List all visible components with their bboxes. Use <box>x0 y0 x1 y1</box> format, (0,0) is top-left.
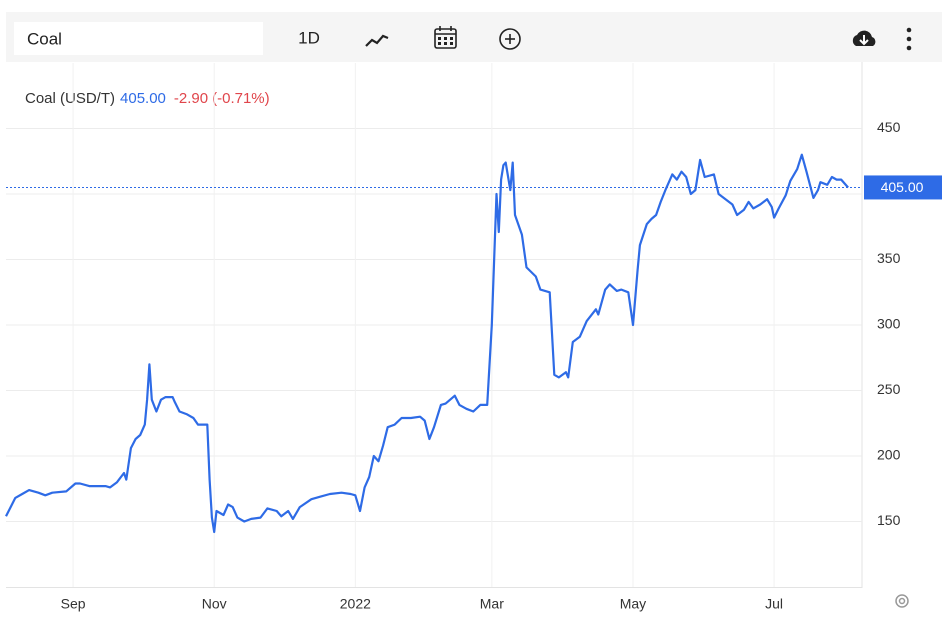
y-tick-label: 350 <box>877 250 901 266</box>
legend: Coal (USD/T) 405.00 -2.90 (-0.71%) <box>25 90 270 107</box>
legend-label: Coal (USD/T) <box>25 90 115 107</box>
price-line <box>5 153 849 534</box>
symbol-input[interactable] <box>14 22 263 55</box>
chart-type-button[interactable] <box>365 34 389 47</box>
y-tick-label: 450 <box>877 119 901 135</box>
x-tick-label: 2022 <box>340 596 371 612</box>
interval-button[interactable]: 1D <box>298 28 320 47</box>
legend-value: 405.00 <box>120 90 166 107</box>
y-tick-label: 150 <box>877 512 901 528</box>
symbol-text: Coal <box>27 29 62 48</box>
y-tick-label: 300 <box>877 316 901 332</box>
download-button[interactable] <box>852 30 876 46</box>
x-tick-label: Jul <box>765 596 783 612</box>
y-tick-label: 250 <box>877 381 901 397</box>
legend-change-percent: (-0.71%) <box>212 90 270 107</box>
last-price-label: 405.00 <box>881 179 924 195</box>
last-price-badge <box>864 175 942 200</box>
x-tick-label: May <box>620 596 646 612</box>
y-tick-label: 200 <box>877 447 901 463</box>
grid <box>6 63 862 587</box>
legend-change: -2.90 <box>174 90 208 107</box>
x-tick-label: Mar <box>480 596 504 612</box>
compare-button[interactable] <box>499 28 521 50</box>
x-tick-label: Nov <box>202 596 227 612</box>
date-range-button[interactable] <box>434 26 457 49</box>
settings-button[interactable] <box>895 594 909 608</box>
x-tick-label: Sep <box>61 596 86 612</box>
menu-button[interactable] <box>906 27 912 51</box>
